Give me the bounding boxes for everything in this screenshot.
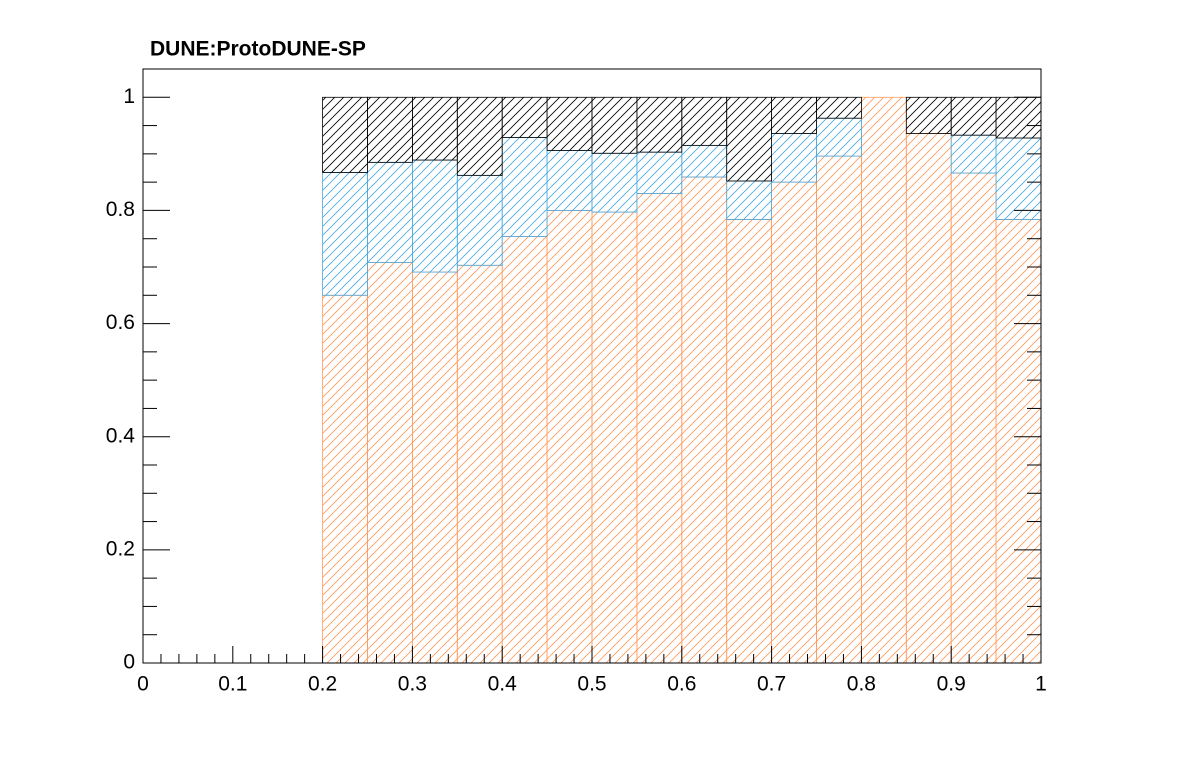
- bar: [591, 152, 638, 213]
- x-tick-label: 0.2: [308, 673, 337, 696]
- x-tick-label: 0.9: [937, 673, 966, 696]
- bar: [456, 264, 503, 664]
- x-tick-label: 0.5: [577, 673, 606, 696]
- bar: [501, 137, 548, 237]
- bar: [726, 219, 773, 664]
- bar: [411, 96, 458, 161]
- x-tick-label: 0.4: [488, 673, 518, 696]
- bar: [546, 150, 593, 211]
- bar: [411, 159, 458, 273]
- bar: [367, 161, 413, 263]
- x-tick-label: 0.1: [218, 673, 247, 696]
- bar: [367, 96, 413, 163]
- bar: [950, 96, 997, 136]
- bar: [771, 181, 817, 664]
- x-tick-label: 0.7: [757, 673, 786, 696]
- bar: [905, 133, 952, 664]
- bar: [411, 271, 458, 664]
- bar: [501, 96, 548, 138]
- y-tick-label: 0.4: [106, 424, 136, 447]
- bar: [950, 172, 997, 664]
- y-tick-label: 1: [123, 85, 135, 108]
- bar: [501, 236, 548, 664]
- bar: [950, 134, 997, 174]
- x-tick-label: 1: [1035, 673, 1047, 696]
- y-tick-label: 0.2: [106, 537, 135, 560]
- bar: [636, 96, 683, 153]
- bar: [367, 262, 413, 664]
- x-tick-label: 0.3: [398, 673, 427, 696]
- x-tick-label: 0: [137, 673, 149, 696]
- bar: [726, 180, 773, 220]
- y-tick-label: 0.8: [106, 198, 135, 221]
- bar: [322, 172, 368, 296]
- bar: [816, 117, 862, 157]
- bar: [995, 137, 1042, 220]
- bar: [681, 144, 728, 178]
- x-tick-label: 0.6: [667, 673, 696, 696]
- x-tick-label: 0.8: [847, 673, 876, 696]
- bar: [726, 96, 773, 182]
- bar: [322, 294, 368, 664]
- bar: [591, 211, 638, 664]
- bar: [546, 96, 593, 151]
- bar: [861, 96, 907, 664]
- bar: [771, 133, 817, 183]
- bar: [636, 151, 683, 194]
- bar: [905, 96, 952, 134]
- y-tick-label: 0: [123, 651, 135, 674]
- bar: [456, 174, 503, 266]
- bar: [816, 96, 862, 119]
- bar: [995, 96, 1042, 139]
- bar: [546, 210, 593, 664]
- bar: [995, 219, 1042, 664]
- bar: [771, 96, 817, 134]
- bar: [681, 96, 728, 146]
- bar: [456, 96, 503, 176]
- bar: [322, 96, 368, 173]
- bar: [636, 193, 683, 664]
- bar: [816, 155, 862, 664]
- bar: [591, 96, 638, 154]
- chart-title: DUNE:ProtoDUNE-SP: [150, 38, 366, 61]
- y-tick-label: 0.6: [106, 311, 135, 334]
- bar: [681, 176, 728, 664]
